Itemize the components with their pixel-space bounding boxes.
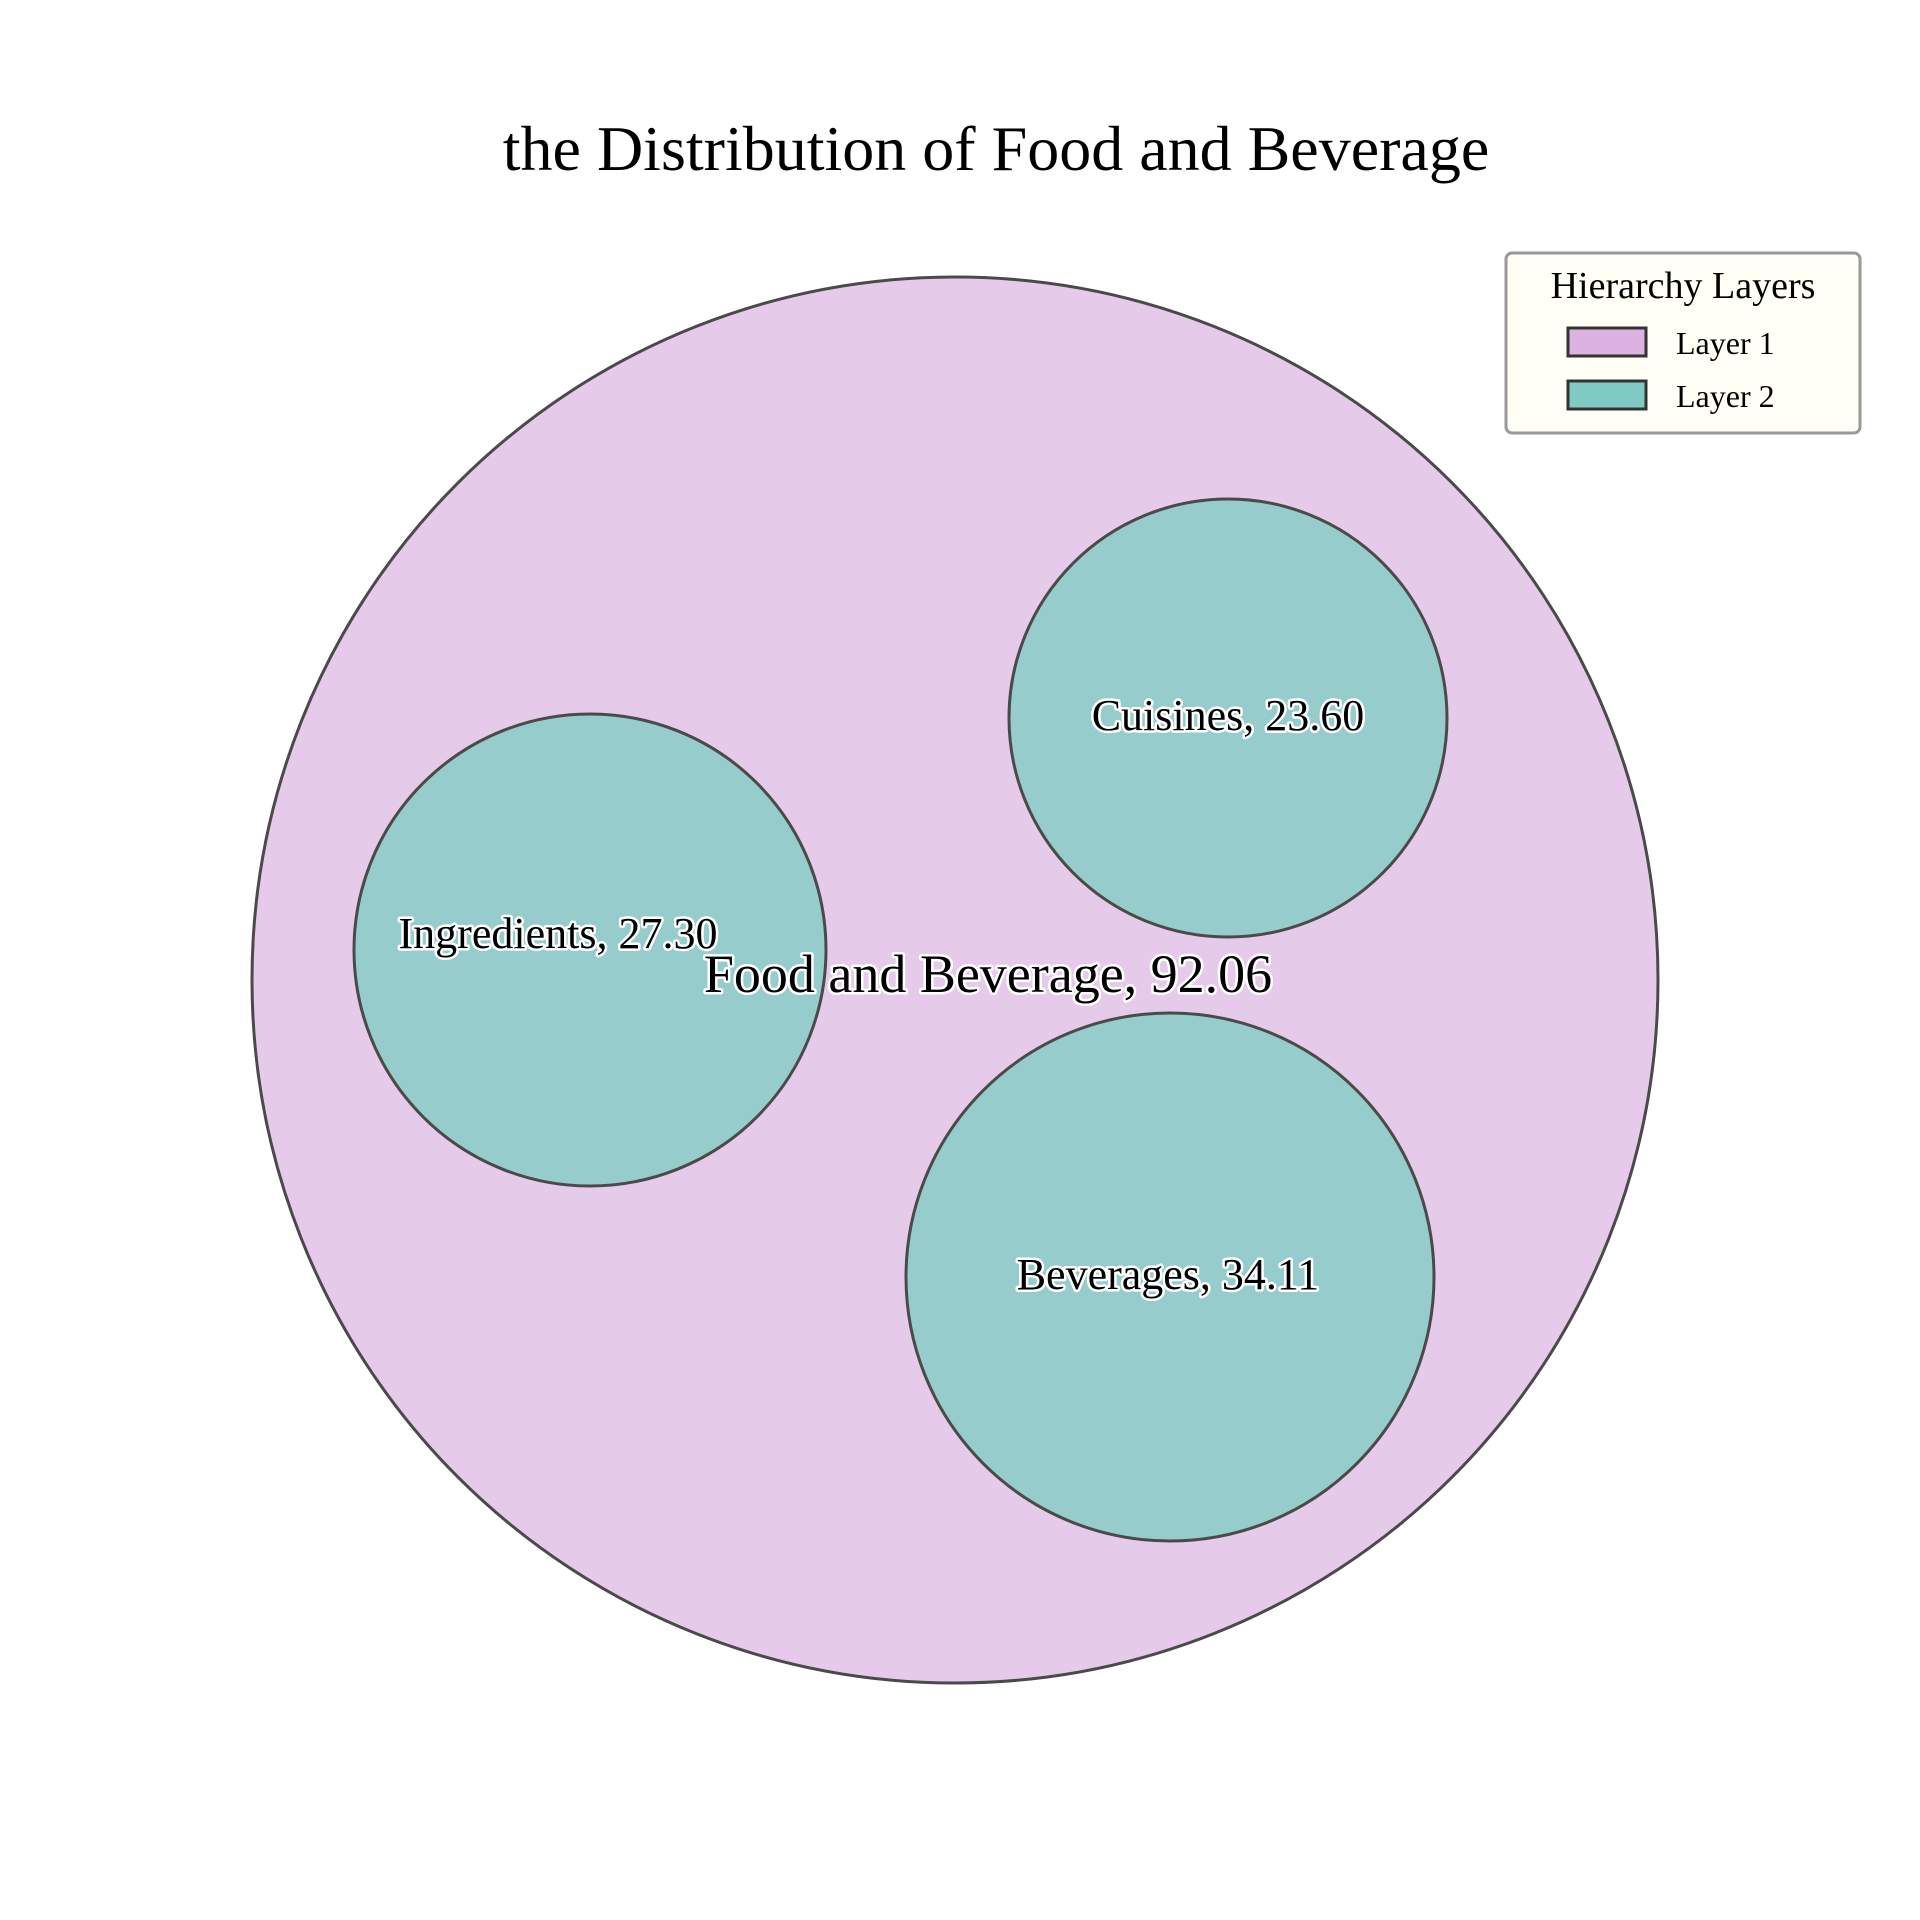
label-cuisines: Cuisines, 23.60 [1092, 691, 1365, 740]
legend-title: Hierarchy Layers [1551, 265, 1816, 307]
circle-beverages [904, 1011, 1436, 1543]
legend-swatch-layer-2 [1566, 379, 1648, 411]
label-ingredients: Ingredients, 27.30 [399, 909, 718, 958]
legend-label-layer-2: Layer 2 [1676, 378, 1775, 414]
legend-label-layer-1: Layer 1 [1676, 325, 1775, 361]
label-beverages: Beverages, 34.11 [1017, 1250, 1320, 1299]
legend-swatch-layer-1 [1566, 326, 1648, 358]
circle-ingredients [352, 712, 828, 1188]
label-food-and-beverage: Food and Beverage, 92.06 [704, 944, 1272, 1004]
circle-cuisines [1007, 497, 1449, 939]
circles-layer [250, 275, 1660, 1685]
labels-layer: Ingredients, 27.30 Cuisines, 23.60 Beverag… [396, 689, 1367, 1302]
chart-title: the Distribution of Food and Beverage [503, 113, 1489, 184]
legend: Hierarchy Layers Layer 1 Layer 2 [1504, 251, 1862, 435]
